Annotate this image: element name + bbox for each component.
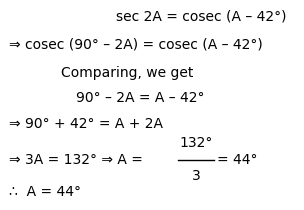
Text: 90° – 2A = A – 42°: 90° – 2A = A – 42° — [76, 91, 205, 105]
Text: 3: 3 — [192, 169, 200, 183]
Text: 132°: 132° — [179, 136, 213, 150]
Text: ⇒ 3A = 132° ⇒ A =: ⇒ 3A = 132° ⇒ A = — [9, 153, 147, 167]
Text: ⇒ 90° + 42° = A + 2A: ⇒ 90° + 42° = A + 2A — [9, 117, 163, 131]
Text: ⇒ cosec (90° – 2A) = cosec (A – 42°): ⇒ cosec (90° – 2A) = cosec (A – 42°) — [9, 38, 263, 52]
Text: = 44°: = 44° — [217, 153, 258, 167]
Text: Comparing, we get: Comparing, we get — [61, 66, 193, 80]
Text: sec 2A = cosec (A – 42°): sec 2A = cosec (A – 42°) — [116, 9, 286, 24]
Text: ∴  A = 44°: ∴ A = 44° — [9, 185, 81, 199]
